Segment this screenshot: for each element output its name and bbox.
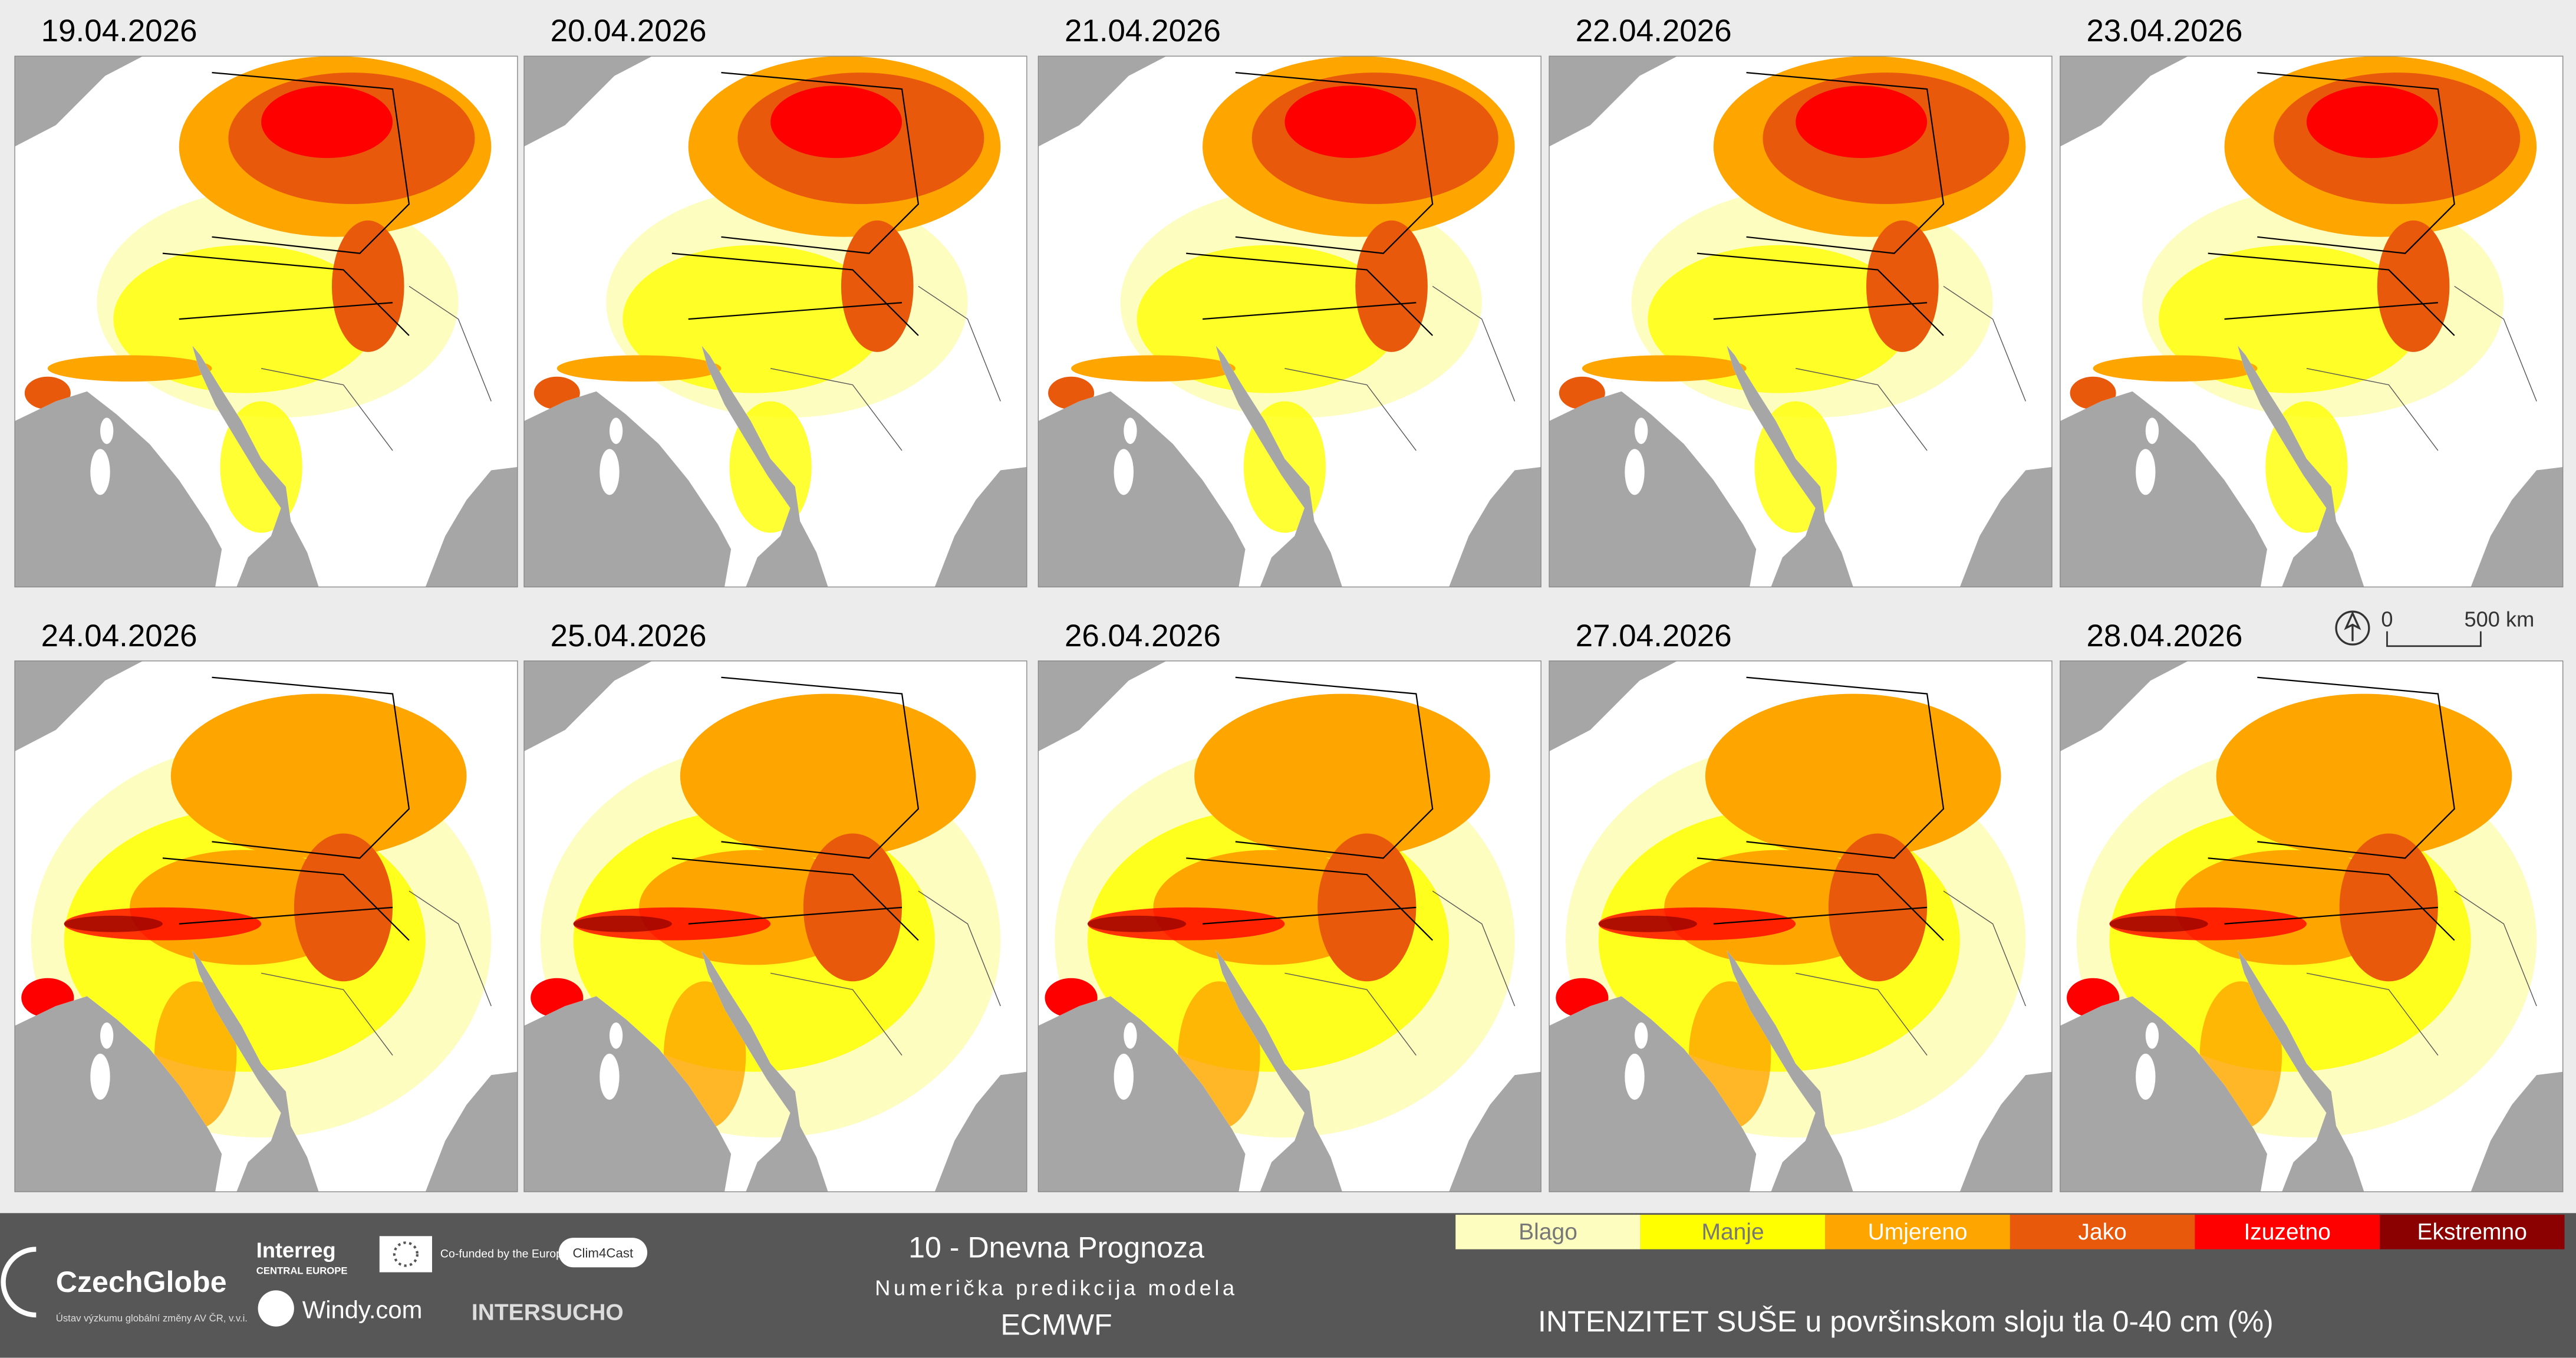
interreg-logo: Interreg [256, 1238, 336, 1262]
map-frame [2060, 660, 2564, 1192]
map-frame [14, 660, 518, 1192]
legend-swatch [2010, 1215, 2195, 1250]
drought-map [524, 661, 1027, 1192]
panel-date: 27.04.2026 [1576, 619, 1732, 653]
panel-date: 26.04.2026 [1065, 619, 1221, 653]
panel-date: 24.04.2026 [41, 619, 197, 653]
map-frame [1037, 55, 1541, 588]
legend-swatch [1455, 1215, 1641, 1250]
drought-map [2060, 56, 2563, 587]
drought-map [2060, 661, 2563, 1192]
panel-date: 19.04.2026 [41, 14, 197, 48]
windy-logo: Windy.com [302, 1296, 423, 1324]
drought-map [1038, 661, 1541, 1192]
panel-date: 23.04.2026 [2086, 14, 2242, 48]
legend-label: Manje [1701, 1219, 1764, 1245]
drought-map [15, 661, 518, 1192]
clim4cast-badge [558, 1238, 648, 1268]
legend-swatch [1640, 1215, 1826, 1250]
intersucho-logo: INTERSUCHO [472, 1300, 624, 1325]
map-panel: 19.04.2026 [14, 14, 518, 588]
panel-date: 25.04.2026 [551, 619, 707, 653]
map-panel: 21.04.2026 [1037, 14, 1541, 588]
north-arrow-needle [2344, 610, 2361, 642]
map-panel: 25.04.2026 [523, 619, 1027, 1192]
drought-map [524, 56, 1027, 587]
clim4cast-logo: Clim4Cast [572, 1246, 634, 1261]
legend-swatch [2195, 1215, 2380, 1250]
footer-subtitle: Numerička predikcija modela [875, 1276, 1237, 1300]
map-frame [523, 55, 1027, 588]
drought-map [15, 56, 518, 587]
panel-date: 21.04.2026 [1065, 14, 1221, 48]
legend-title: INTENZITET SUŠE u površinskom sloju tla … [1538, 1305, 2274, 1338]
scale-start: 0 [2381, 607, 2393, 631]
map-frame [1549, 660, 2053, 1192]
map-frame [1037, 660, 1541, 1192]
panel-date: 28.04.2026 [2086, 619, 2242, 653]
eu-stars [393, 1241, 419, 1267]
map-panel: 28.04.2026 [2060, 619, 2564, 1192]
map-panel: 26.04.2026 [1037, 619, 1541, 1192]
drought-map [1549, 661, 2052, 1192]
legend-swatch [2379, 1215, 2565, 1250]
map-panel: 20.04.2026 [523, 14, 1027, 588]
panel-date: 22.04.2026 [1576, 14, 1732, 48]
scale-end: 500 km [2464, 607, 2534, 631]
legend-label: Ekstremno [2417, 1219, 2527, 1245]
drought-map [1038, 56, 1541, 587]
map-frame [14, 55, 518, 588]
czechglobe-logo: CzechGlobe [56, 1265, 227, 1298]
scale-line [2386, 631, 2482, 647]
czechglobe-sub: Ústav výzkumu globální změny AV ČR, v.v.… [56, 1313, 248, 1324]
legend: Blago Manje Umjereno Jako Izuzetno Ekstremno [1455, 1215, 2565, 1250]
drought-map [1549, 56, 2052, 587]
windy-mark [258, 1290, 294, 1327]
footer-model: ECMWF [1000, 1308, 1112, 1341]
panel-date: 20.04.2026 [551, 14, 707, 48]
legend-swatch [1825, 1215, 2010, 1250]
map-panel: 22.04.2026 [1549, 14, 2053, 588]
scale-bar: 0 500 km [2335, 607, 2534, 647]
legend-label: Jako [2078, 1219, 2126, 1245]
footer: CzechGlobe Ústav výzkumu globální změny … [0, 1213, 2576, 1358]
legend-label: Izuzetno [2244, 1219, 2330, 1245]
czechglobe-mark [1, 1247, 37, 1318]
footer-title: 10 - Dnevna Prognoza [908, 1231, 1204, 1264]
map-panel: 27.04.2026 [1549, 619, 2053, 1192]
map-panel: 24.04.2026 [14, 619, 518, 1192]
interreg-sub: CENTRAL EUROPE [256, 1265, 348, 1276]
map-panel: 23.04.2026 [2060, 14, 2564, 588]
map-grid: 19.04.2026 20.04.2026 21.04.2026 22.04.2026… [14, 14, 2564, 1192]
legend-label: Blago [1518, 1219, 1577, 1245]
legend-label: Umjereno [1868, 1219, 1968, 1245]
map-frame [523, 660, 1027, 1192]
map-frame [2060, 55, 2564, 588]
map-frame [1549, 55, 2053, 588]
